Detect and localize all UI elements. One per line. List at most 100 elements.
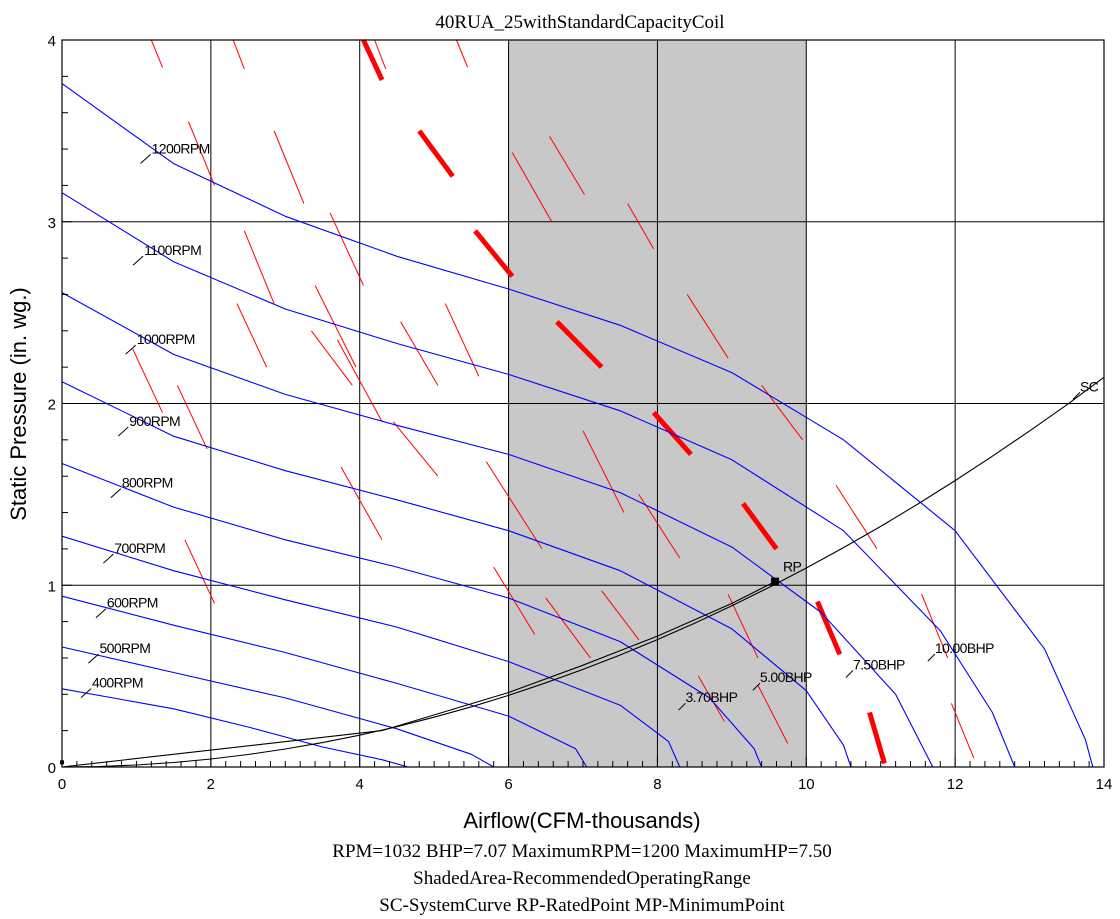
bhp-mark-thin-19 (549, 136, 585, 195)
bhp-mark-thick-2 (473, 229, 515, 278)
bhp-mark-thin-29 (835, 485, 878, 550)
chart-title: 40RUA_25withStandardCapacityCoil (435, 12, 724, 33)
bhp-mark-thin-12 (236, 303, 268, 368)
rpm-curves-layer (61, 83, 1094, 768)
x-tick-label-7: 14 (1096, 776, 1113, 793)
y-tick-label-2: 2 (48, 397, 56, 414)
bhp-mark-thick-3 (555, 319, 604, 369)
bhp-label-5.00BHP: 5.00BHP (760, 669, 812, 685)
bhp-mark-thick-5 (741, 501, 779, 551)
x-axis-label: Airflow(CFM-thousands) (463, 808, 700, 833)
rated-point-marker (771, 577, 780, 586)
rpm-label-400RPM: 400RPM (92, 675, 143, 691)
bhp-mark-thick-6 (815, 600, 843, 656)
footer-shaded-area-line: ShadedArea-RecommendedOperatingRange (413, 868, 751, 889)
bhp-mark-thin-32 (545, 597, 591, 659)
rated-point-label: RP (783, 559, 802, 575)
bhp-label-10.00BHP: 10.00BHP (935, 640, 994, 656)
bhp-mark-thin-6 (329, 212, 364, 286)
bhp-mark-thick-0 (361, 38, 385, 82)
bhp-label-3.70BHP: 3.70BHP (685, 689, 737, 705)
bhp-label-leader-3 (927, 653, 936, 662)
bhp-mark-thin-14 (336, 339, 383, 422)
bhp-mark-thin-0 (150, 39, 163, 68)
x-tick-label-5: 10 (798, 776, 815, 793)
bhp-label-leader-2 (845, 670, 854, 678)
rpm-curve-1200RPM (61, 83, 1094, 768)
rpm-curve-400RPM (61, 688, 409, 768)
bhp-mark-thin-9 (184, 539, 216, 604)
rpm-curve-600RPM (61, 595, 588, 768)
y-tick-label-3: 3 (48, 215, 56, 232)
rpm-label-700RPM: 700RPM (114, 540, 165, 556)
bhp-label-leader-0 (678, 702, 686, 711)
rpm-label-800RPM: 800RPM (122, 475, 173, 491)
x-tick-label-2: 4 (356, 776, 364, 793)
rpm-label-1200RPM: 1200RPM (152, 140, 210, 156)
x-tick-label-6: 12 (947, 776, 964, 793)
x-tick-label-0: 0 (58, 776, 66, 793)
y-tick-label-1: 1 (48, 578, 56, 595)
rpm-label-1100RPM: 1100RPM (144, 242, 201, 258)
system-curve-label: SC (1080, 378, 1099, 394)
rpm-curve-700RPM (61, 535, 681, 768)
footer-settings-line: RPM=1032 BHP=7.07 MaximumRPM=1200 Maximu… (332, 841, 831, 862)
rpm-label-leader-7 (132, 255, 144, 266)
rpm-label-leader-5 (117, 426, 129, 437)
rpm-curve-1000RPM (61, 292, 934, 768)
bhp-mark-thin-31 (950, 703, 975, 759)
bhp-mark-thin-15 (340, 466, 383, 541)
rpm-label-900RPM: 900RPM (129, 413, 180, 429)
grid-layer (62, 40, 1104, 767)
bhp-mark-thin-21 (485, 461, 543, 550)
bhp-mark-thin-25 (686, 294, 729, 359)
rpm-label-1000RPM: 1000RPM (137, 331, 195, 347)
bhp-mark-thin-18 (511, 152, 553, 222)
bhp-mark-thin-16 (400, 321, 439, 386)
bhp-mark-thin-35 (757, 684, 789, 744)
rpm-curve-500RPM (61, 646, 494, 768)
bhp-mark-thick-1 (417, 129, 455, 178)
rpm-curve-1100RPM (61, 192, 1016, 768)
rpm-label-leader-1 (88, 653, 99, 664)
footer-legend-line: SC-SystemCurve RP-RatedPoint MP-MinimumP… (379, 895, 785, 916)
rpm-curve-800RPM (61, 462, 763, 768)
y-axis-label: Static Pressure (in. wg.) (6, 287, 31, 521)
system-curve-line (61, 376, 1105, 768)
bhp-mark-thin-4 (188, 121, 216, 186)
y-tick-label-4: 4 (48, 33, 56, 50)
rpm-label-leader-6 (125, 344, 137, 355)
bhp-mark-thin-23 (582, 430, 625, 513)
bhp-mark-thin-34 (697, 675, 725, 722)
bhp-marks-layer (132, 38, 975, 765)
labels-layer: 400RPM 500RPM 600RPM 700RPM 800RPM 900RPM 1000… (80, 140, 1099, 711)
bhp-mark-thin-24 (627, 203, 655, 250)
rpm-label-leader-3 (103, 553, 114, 564)
x-tick-label-1: 2 (207, 776, 215, 793)
rpm-label-600RPM: 600RPM (107, 595, 158, 611)
bhp-mark-thick-7 (867, 711, 887, 765)
bhp-mark-thin-30 (921, 594, 949, 659)
rpm-label-500RPM: 500RPM (99, 640, 150, 656)
rpm-label-leader-8 (140, 153, 151, 164)
rpm-curve-900RPM (61, 381, 852, 768)
bhp-mark-thin-5 (273, 130, 305, 204)
x-tick-label-4: 8 (653, 776, 661, 793)
bhp-mark-thin-11 (314, 285, 357, 368)
bhp-label-7.50BHP: 7.50BHP (853, 656, 905, 672)
system-curve-label-leader (1072, 392, 1081, 400)
bhp-mark-thin-7 (132, 348, 163, 413)
bhp-mark-thin-2 (374, 39, 387, 70)
bhp-label-leader-1 (752, 682, 761, 691)
bhp-mark-thin-20 (392, 421, 439, 477)
bhp-mark-thin-13 (310, 330, 353, 386)
bhp-mark-thin-8 (176, 385, 208, 450)
bhp-mark-thin-33 (601, 590, 640, 641)
y-tick-label-0: 0 (48, 760, 56, 777)
bhp-mark-thin-10 (243, 230, 275, 304)
rpm-label-leader-2 (95, 608, 107, 619)
bhp-mark-thin-1 (232, 39, 245, 70)
